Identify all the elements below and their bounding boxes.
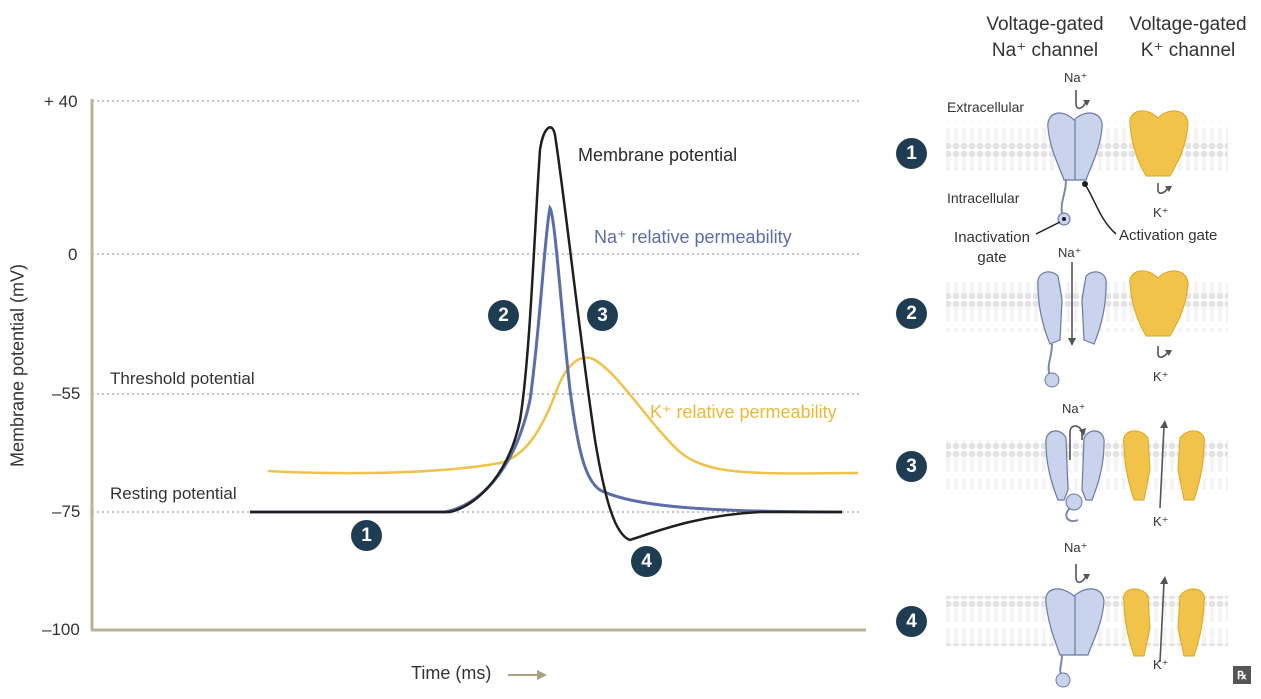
k-channel-open-4 xyxy=(1123,588,1151,657)
channel-row-badge-1: 1 xyxy=(896,138,927,169)
inactivation-gate-ball-4 xyxy=(1055,672,1071,688)
extracellular-label: Extracellular xyxy=(947,99,1025,115)
inactivation-gate-label: Inactivation gate xyxy=(946,228,1038,268)
k-arrow-2 xyxy=(1157,346,1169,358)
na-arrow-4 xyxy=(1075,564,1087,584)
k-flow-3 xyxy=(1159,425,1165,509)
na-permeability-label: Na⁺ relative permeability xyxy=(594,227,792,247)
na-ion-label-3: Na⁺ xyxy=(1062,401,1086,416)
inactivation-leader xyxy=(1035,221,1061,235)
activation-gate-point xyxy=(1082,181,1088,187)
channel-row-badge-4: 4 xyxy=(896,606,927,637)
k-flow-4 xyxy=(1159,581,1165,663)
k-header-line2: K⁺ channel xyxy=(1140,40,1236,61)
inactivation-gate-tether-4 xyxy=(1059,654,1063,677)
threshold-label: Threshold potential xyxy=(110,369,255,388)
x-axis-title: Time (ms) xyxy=(411,663,492,683)
inactivation-gate-tether-1 xyxy=(1060,179,1067,216)
inactivation-gate-tether-2 xyxy=(1047,343,1053,377)
k-ion-label-2: K⁺ xyxy=(1153,369,1169,384)
k-channel-closed-1 xyxy=(1129,110,1189,177)
membrane-row-3 xyxy=(946,440,1228,490)
na-ion-label-1: Na⁺ xyxy=(1064,70,1088,85)
na-channel-open-2 xyxy=(1037,271,1063,345)
y-tick-minus100: –100 xyxy=(42,620,80,639)
membrane-row-4 xyxy=(946,596,1228,646)
na-arrow-3 xyxy=(1069,425,1083,460)
k-ion-label-3: K⁺ xyxy=(1153,514,1169,529)
phase-badge-1: 1 xyxy=(351,520,382,551)
resting-label: Resting potential xyxy=(110,484,237,503)
na-channel-inactivated-3 xyxy=(1045,430,1069,501)
phase-badge-2: 2 xyxy=(488,300,519,331)
inactivation-gate-line1: Inactivation xyxy=(954,229,1030,246)
na-arrow-1 xyxy=(1075,90,1087,110)
inactivation-gate-ball-1 xyxy=(1057,212,1071,226)
k-arrow-1 xyxy=(1157,183,1169,194)
na-header-line2: Na⁺ channel xyxy=(991,40,1099,61)
membrane-potential-label: Membrane potential xyxy=(578,145,738,165)
k-header-line1: Voltage-gated xyxy=(1129,14,1247,35)
channel-row-badge-3: 3 xyxy=(896,451,927,482)
k-ion-label-4: K⁺ xyxy=(1153,657,1169,672)
intracellular-label: Intracellular xyxy=(947,190,1020,206)
na-channel-closed-1 xyxy=(1047,112,1103,181)
y-tick-40: + 40 xyxy=(44,92,78,111)
na-channel-closed-4 xyxy=(1045,588,1105,656)
na-permeability-curve xyxy=(250,204,843,514)
na-channel-header: Voltage-gated Na⁺ channel xyxy=(975,12,1115,64)
na-header-line1: Voltage-gated xyxy=(986,14,1104,35)
k-ion-label-1: K⁺ xyxy=(1153,205,1169,220)
inactivation-gate-ball-3 xyxy=(1065,493,1083,511)
y-tick-0: 0 xyxy=(68,245,78,264)
y-tick-minus55: –55 xyxy=(52,384,81,403)
channel-row-badge-2: 2 xyxy=(896,298,927,329)
y-tick-minus75: –75 xyxy=(52,502,81,521)
rx-logo: ℞ xyxy=(1233,666,1251,684)
activation-gate-label: Activation gate xyxy=(1119,227,1218,244)
na-ion-label-4: Na⁺ xyxy=(1064,540,1088,555)
k-channel-closed-2 xyxy=(1129,270,1189,337)
k-permeability-label: K⁺ relative permeability xyxy=(650,402,837,422)
inactivation-gate-ball-2 xyxy=(1044,372,1060,388)
k-channel-open-3 xyxy=(1123,430,1151,501)
k-permeability-curve xyxy=(267,356,859,475)
activation-leader xyxy=(1085,185,1117,235)
time-arrow-head xyxy=(537,670,547,680)
membrane-row-1 xyxy=(946,121,1228,171)
na-ion-label-2: Na⁺ xyxy=(1058,245,1082,260)
phase-badge-4: 4 xyxy=(631,546,662,577)
action-potential-chart xyxy=(90,99,866,680)
phase-badge-3: 3 xyxy=(587,300,618,331)
membrane-row-2 xyxy=(946,282,1228,332)
k-channel-header: Voltage-gated K⁺ channel xyxy=(1118,12,1258,64)
inactivation-gate-line2: gate xyxy=(977,249,1007,266)
membrane-potential-curve xyxy=(250,126,842,542)
